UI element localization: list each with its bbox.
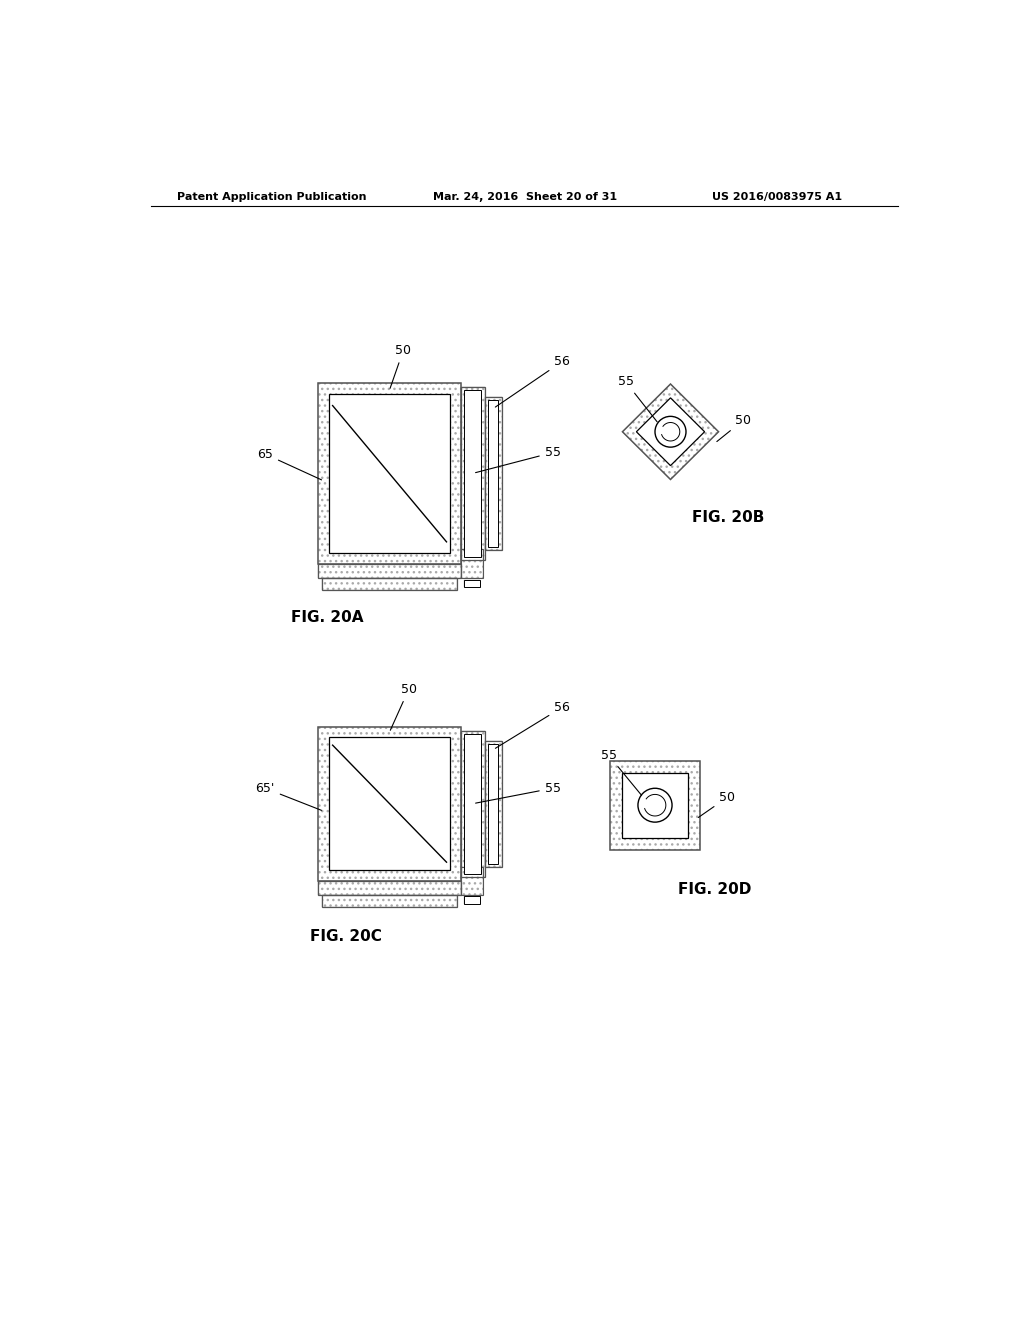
Bar — [484, 397, 502, 550]
Polygon shape — [636, 397, 705, 466]
Text: 55: 55 — [475, 781, 561, 803]
Text: Patent Application Publication: Patent Application Publication — [176, 191, 367, 202]
Bar — [461, 387, 484, 561]
Bar — [610, 760, 700, 850]
Text: FIG. 20A: FIG. 20A — [291, 610, 364, 624]
Bar — [317, 880, 461, 895]
Bar — [623, 774, 687, 838]
Bar — [487, 400, 499, 548]
Polygon shape — [623, 384, 719, 479]
Text: 56: 56 — [496, 355, 570, 407]
Bar — [317, 564, 461, 578]
Bar — [484, 741, 502, 867]
Bar — [461, 387, 484, 561]
Bar — [610, 760, 700, 850]
Text: FIG. 20C: FIG. 20C — [310, 928, 382, 944]
Bar — [484, 741, 502, 867]
Text: 50: 50 — [698, 791, 735, 817]
Text: FIG. 20D: FIG. 20D — [678, 882, 752, 898]
Text: 50: 50 — [390, 684, 417, 730]
Bar — [464, 579, 480, 587]
Bar — [317, 383, 461, 564]
Bar — [461, 549, 483, 578]
Bar — [317, 383, 461, 564]
Bar — [322, 578, 458, 590]
Text: 65': 65' — [255, 781, 322, 810]
Bar — [317, 726, 461, 880]
Text: FIG. 20B: FIG. 20B — [692, 511, 765, 525]
Bar — [461, 730, 484, 876]
Bar — [329, 395, 451, 553]
Bar — [322, 578, 458, 590]
Bar — [464, 896, 480, 904]
Text: 50: 50 — [390, 345, 411, 388]
Bar — [461, 867, 483, 895]
Text: Mar. 24, 2016  Sheet 20 of 31: Mar. 24, 2016 Sheet 20 of 31 — [433, 191, 616, 202]
Text: 55: 55 — [600, 748, 642, 796]
Bar — [329, 738, 451, 870]
Text: US 2016/0083975 A1: US 2016/0083975 A1 — [713, 191, 843, 202]
Bar — [461, 730, 484, 876]
Text: 55: 55 — [617, 375, 657, 422]
Text: 65: 65 — [257, 447, 322, 480]
Bar — [317, 726, 461, 880]
Bar — [317, 880, 461, 895]
Bar — [317, 564, 461, 578]
Text: 50: 50 — [717, 413, 752, 442]
Bar — [484, 397, 502, 550]
Bar — [487, 743, 499, 863]
Bar — [461, 549, 483, 578]
Bar — [464, 391, 481, 557]
Bar — [464, 896, 480, 904]
Bar — [322, 895, 458, 907]
Bar — [464, 579, 480, 587]
Bar — [322, 895, 458, 907]
Bar — [464, 734, 481, 874]
Text: 55: 55 — [475, 446, 561, 473]
Bar — [461, 867, 483, 895]
Text: 56: 56 — [496, 701, 570, 748]
